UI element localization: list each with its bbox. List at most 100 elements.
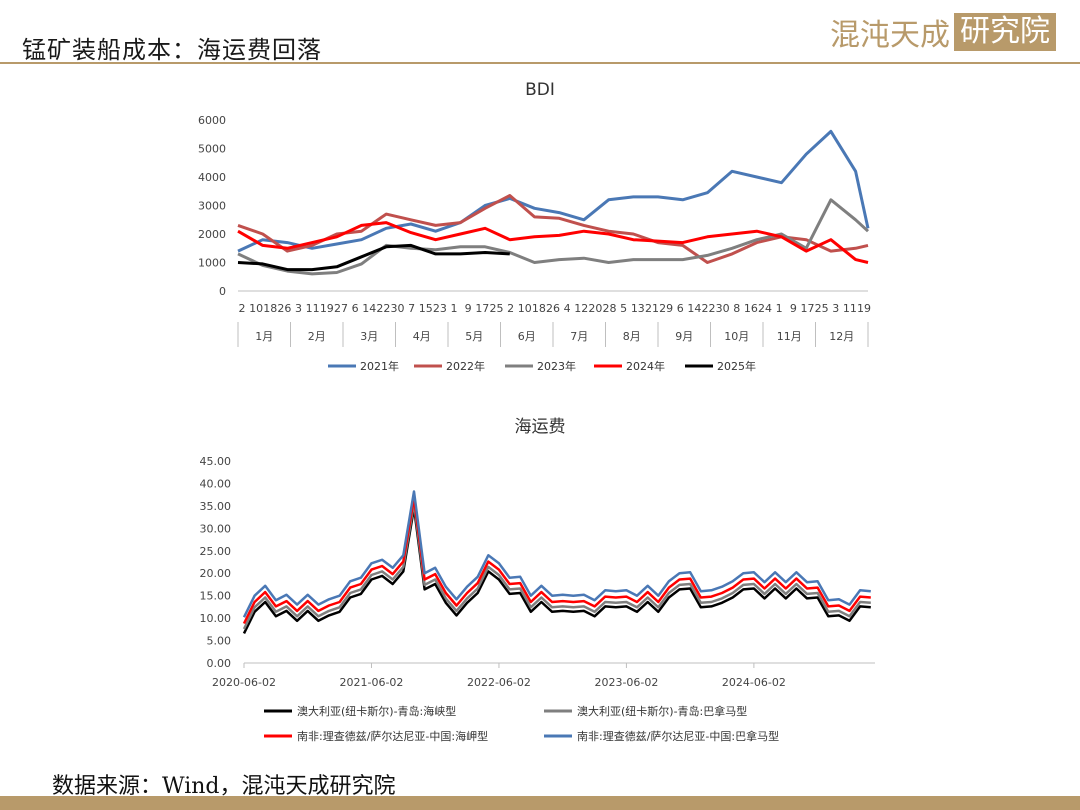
freight-y-tick-label: 15.00	[200, 590, 232, 603]
freight-y-tick-label: 20.00	[200, 567, 232, 580]
freight-y-tick-label: 10.00	[200, 612, 232, 625]
bdi-series-line	[237, 221, 869, 264]
bdi-chart-title: BDI	[525, 80, 555, 100]
logo-main-text: 混沌天成	[830, 18, 950, 53]
bdi-y-tick-label: 1000	[198, 257, 226, 270]
bdi-x-month-label: 2月	[308, 330, 326, 343]
logo-boxed-text: 研究院	[954, 13, 1056, 51]
bdi-x-day-label: 11	[843, 302, 857, 315]
freight-series-line	[242, 490, 871, 618]
bdi-x-month-label: 12月	[829, 330, 854, 343]
bdi-y-tick-label: 5000	[198, 143, 226, 156]
bdi-x-day-label: 23	[433, 302, 447, 315]
bdi-x-day-label: 10	[518, 302, 532, 315]
footer-bar	[0, 796, 1080, 810]
bdi-x-day-label: 25	[815, 302, 829, 315]
brand-logo: 混沌天成 研究院	[830, 12, 1056, 53]
bdi-y-tick-label: 4000	[198, 171, 226, 184]
freight-y-tick-label: 35.00	[200, 500, 232, 513]
bdi-y-tick-label: 3000	[198, 200, 226, 213]
bdi-x-day-label: 1	[451, 302, 458, 315]
bdi-legend-label: 2023年	[537, 359, 576, 373]
bdi-x-day-label: 2	[239, 302, 246, 315]
freight-x-tick-label: 2021-06-02	[340, 676, 404, 689]
bdi-legend-label: 2025年	[717, 359, 756, 373]
bdi-y-tick-label: 6000	[198, 114, 226, 127]
bdi-x-day-label: 30	[716, 302, 730, 315]
bdi-x-day-label: 18	[263, 302, 277, 315]
bdi-x-month-label: 6月	[518, 330, 536, 343]
bdi-x-day-label: 12	[574, 302, 588, 315]
bdi-x-day-label: 11	[306, 302, 320, 315]
bdi-x-day-label: 3	[832, 302, 839, 315]
bdi-x-day-label: 25	[489, 302, 503, 315]
bdi-y-tick-label: 0	[219, 285, 226, 298]
bdi-x-day-label: 29	[659, 302, 673, 315]
bdi-x-day-label: 6	[677, 302, 684, 315]
freight-legend-label: 南非:理查德兹/萨尔达尼亚-中国:海岬型	[297, 729, 488, 743]
bdi-x-day-label: 21	[645, 302, 659, 315]
bdi-x-day-label: 26	[277, 302, 291, 315]
freight-x-tick-label: 2022-06-02	[467, 676, 531, 689]
bdi-x-month-label: 3月	[360, 330, 378, 343]
bdi-x-day-label: 17	[800, 302, 814, 315]
freight-legend-label: 南非:理查德兹/萨尔达尼亚-中国:巴拿马型	[577, 729, 779, 743]
bdi-x-day-label: 2	[507, 302, 514, 315]
bdi-x-day-label: 19	[320, 302, 334, 315]
freight-x-tick-label: 2020-06-02	[212, 676, 276, 689]
bdi-legend-label: 2021年	[360, 359, 399, 373]
bdi-x-day-label: 4	[564, 302, 571, 315]
data-source-note: 数据来源：Wind，混沌天成研究院	[52, 774, 396, 799]
bdi-x-day-label: 13	[631, 302, 645, 315]
freight-legend-label: 澳大利亚(纽卡斯尔)-青岛:巴拿马型	[577, 704, 747, 718]
bdi-x-day-label: 17	[475, 302, 489, 315]
freight-y-tick-label: 30.00	[200, 522, 232, 535]
bdi-x-month-label: 1月	[255, 330, 273, 343]
bdi-x-month-label: 5月	[465, 330, 483, 343]
freight-y-tick-label: 25.00	[200, 545, 232, 558]
bdi-x-day-label: 30	[391, 302, 405, 315]
bdi-x-day-label: 27	[334, 302, 348, 315]
bdi-x-day-label: 20	[588, 302, 602, 315]
freight-series-line	[242, 496, 871, 625]
bdi-x-day-label: 9	[465, 302, 472, 315]
freight-legend-label: 澳大利亚(纽卡斯尔)-青岛:海峡型	[297, 704, 456, 718]
bdi-x-day-label: 19	[857, 302, 871, 315]
header-divider	[0, 62, 1080, 64]
bdi-x-month-label: 10月	[724, 330, 749, 343]
freight-y-tick-label: 45.00	[200, 455, 232, 468]
bdi-x-day-label: 22	[702, 302, 716, 315]
bdi-legend-label: 2024年	[626, 359, 665, 373]
bdi-x-day-label: 5	[620, 302, 627, 315]
freight-x-tick-label: 2024-06-02	[722, 676, 786, 689]
bdi-x-day-label: 28	[603, 302, 617, 315]
bdi-x-day-label: 26	[546, 302, 560, 315]
bdi-legend-label: 2022年	[446, 359, 485, 373]
bdi-x-month-label: 11月	[777, 330, 802, 343]
freight-y-tick-label: 0.00	[207, 657, 232, 670]
freight-chart-title: 海运费	[515, 417, 566, 437]
bdi-x-day-label: 10	[249, 302, 263, 315]
freight-series-line	[242, 501, 871, 630]
freight-x-tick-label: 2023-06-02	[594, 676, 658, 689]
freight-series-line	[242, 506, 871, 634]
freight-y-tick-label: 40.00	[200, 477, 232, 490]
bdi-x-month-label: 8月	[623, 330, 641, 343]
bdi-x-month-label: 4月	[413, 330, 431, 343]
bdi-x-day-label: 14	[362, 302, 376, 315]
bdi-x-day-label: 6	[352, 302, 359, 315]
bdi-x-month-label: 9月	[675, 330, 693, 343]
bdi-x-month-label: 7月	[570, 330, 588, 343]
bdi-series-line	[237, 243, 510, 272]
bdi-x-day-label: 15	[419, 302, 433, 315]
page-title: 锰矿装船成本：海运费回落	[22, 36, 322, 64]
bdi-x-day-label: 24	[758, 302, 772, 315]
bdi-y-tick-label: 2000	[198, 228, 226, 241]
bdi-x-day-label: 7	[408, 302, 415, 315]
bdi-x-day-label: 22	[376, 302, 390, 315]
bdi-x-day-label: 14	[687, 302, 701, 315]
bdi-x-day-label: 8	[733, 302, 740, 315]
bdi-x-day-label: 16	[744, 302, 758, 315]
bdi-x-day-label: 18	[532, 302, 546, 315]
